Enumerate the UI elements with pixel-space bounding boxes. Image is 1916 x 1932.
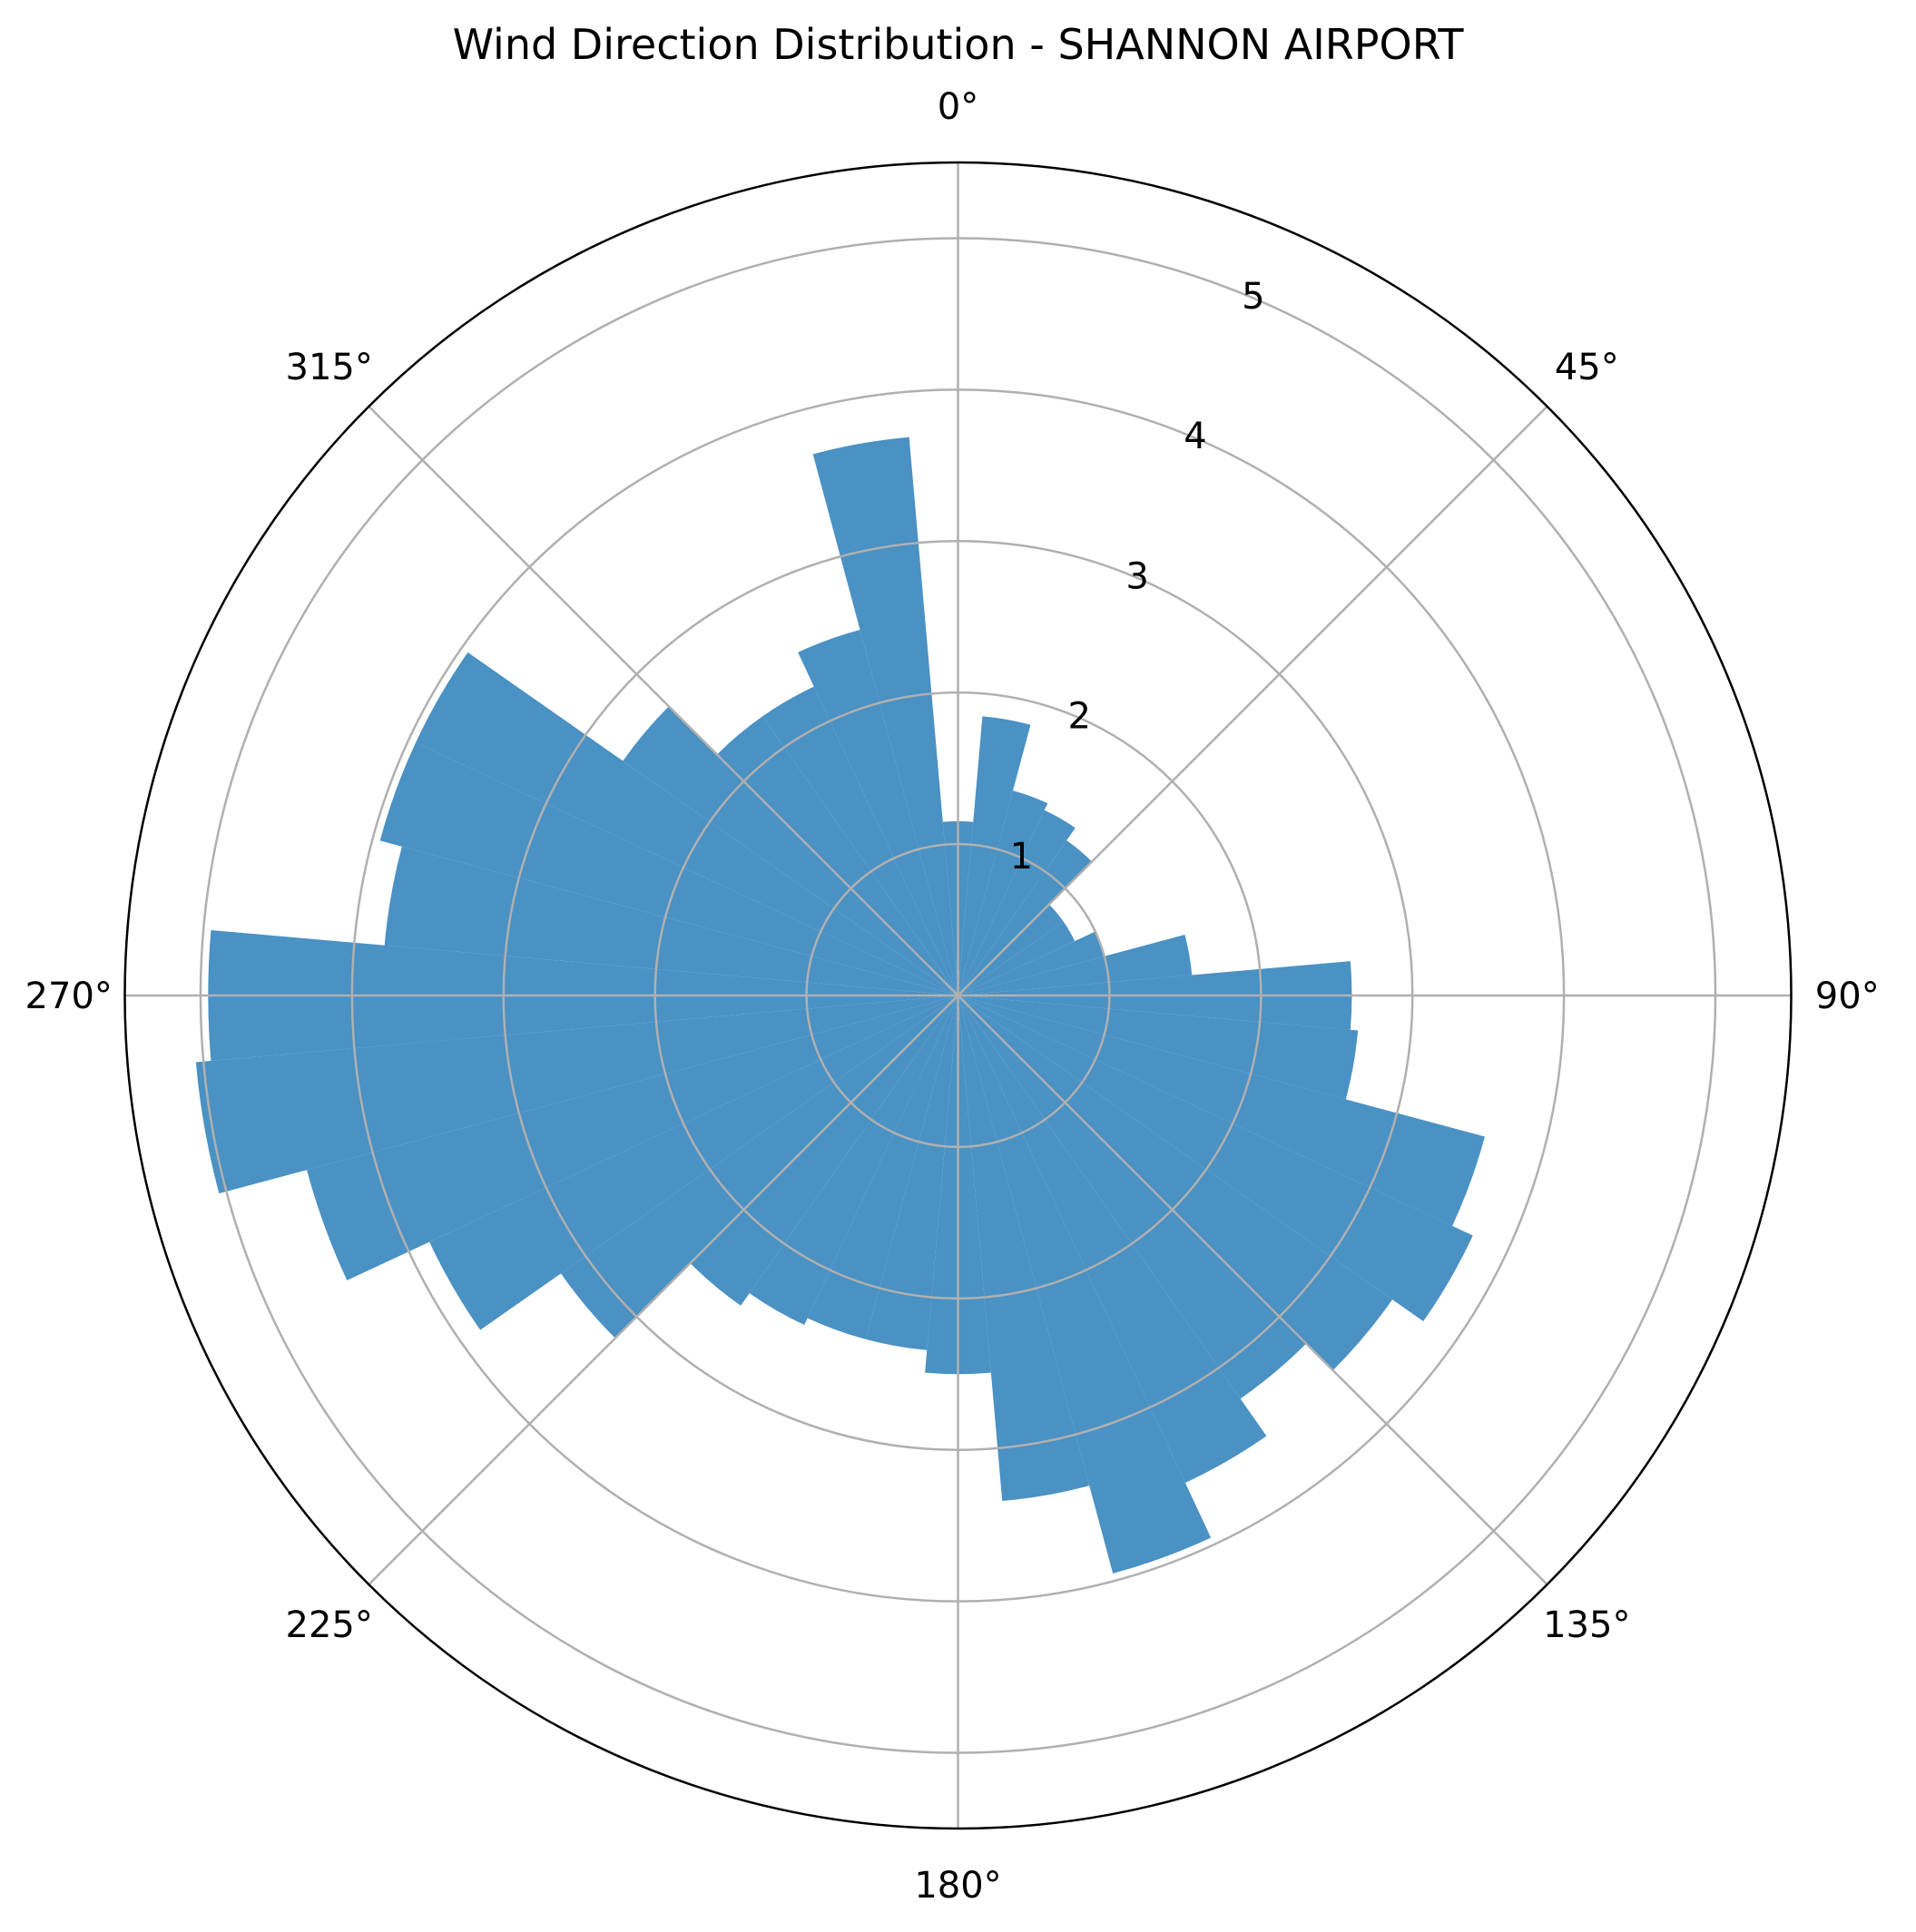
theta-tick-label-90: 90° <box>1815 976 1880 1017</box>
r-tick-label-2: 2 <box>1068 696 1091 738</box>
radial-tick-labels: 1 2 3 4 5 <box>1010 276 1265 878</box>
wind-bar-300 <box>415 652 958 995</box>
wind-bar-310 <box>623 706 958 995</box>
wind-bar-140 <box>958 995 1307 1399</box>
grid-spoke-315 <box>368 405 959 996</box>
wind-bar-340 <box>798 629 958 995</box>
bars-layer <box>195 436 1485 1574</box>
wind-bar-350 <box>812 436 958 995</box>
wind-bar-330 <box>762 686 958 995</box>
wind-bar-40 <box>958 840 1093 995</box>
wind-bar-250 <box>307 995 958 1280</box>
wind-bar-10 <box>958 716 1031 995</box>
r-tick-label-5: 5 <box>1242 276 1264 318</box>
wind-bar-100 <box>958 995 1359 1100</box>
wind-bar-170 <box>958 995 1090 1502</box>
wind-bar-110 <box>958 995 1485 1226</box>
theta-tick-label-270: 270° <box>25 976 113 1017</box>
wind-bar-80 <box>958 935 1193 995</box>
wind-bar-190 <box>865 995 958 1350</box>
wind-bar-210 <box>749 995 958 1326</box>
grid-spoke-225 <box>368 995 959 1586</box>
theta-tick-label-225: 225° <box>286 1604 373 1646</box>
theta-tick-label-135: 135° <box>1543 1604 1630 1646</box>
wind-bar-320 <box>716 716 958 995</box>
theta-tick-label-0: 0° <box>938 86 978 128</box>
grid-layer <box>123 161 1793 1830</box>
r-tick-label-3: 3 <box>1125 555 1148 597</box>
wind-bar-70 <box>958 931 1105 995</box>
chart-title: Wind Direction Distribution - SHANNON AI… <box>452 20 1464 69</box>
r-tick-label-1: 1 <box>1010 836 1033 878</box>
theta-tick-label-315: 315° <box>286 347 373 388</box>
wind-bar-160 <box>958 995 1212 1574</box>
wind-bar-150 <box>958 995 1267 1484</box>
polar-frame <box>123 161 1793 1830</box>
angular-tick-labels: 0° 45° 90° 135° 180° 225° 270° 315° <box>25 86 1880 1907</box>
grid-spoke-45 <box>957 405 1548 996</box>
wind-bar-290 <box>379 742 958 995</box>
wind-bar-240 <box>429 995 958 1330</box>
r-tick-label-4: 4 <box>1184 416 1206 457</box>
wind-bar-230 <box>560 995 958 1339</box>
wind-bar-60 <box>958 921 1076 995</box>
wind-bar-260 <box>195 995 958 1194</box>
wind-bar-130 <box>958 995 1393 1371</box>
theta-tick-label-180: 180° <box>914 1865 1001 1907</box>
theta-tick-label-45: 45° <box>1555 347 1619 388</box>
wind-bar-220 <box>690 995 958 1306</box>
wind-bar-30 <box>958 809 1076 995</box>
wind-bar-20 <box>958 790 1048 995</box>
wind-bar-280 <box>384 846 958 995</box>
grid-spoke-135 <box>957 995 1548 1586</box>
wind-bar-50 <box>958 904 1064 995</box>
wind-bar-200 <box>807 995 958 1339</box>
